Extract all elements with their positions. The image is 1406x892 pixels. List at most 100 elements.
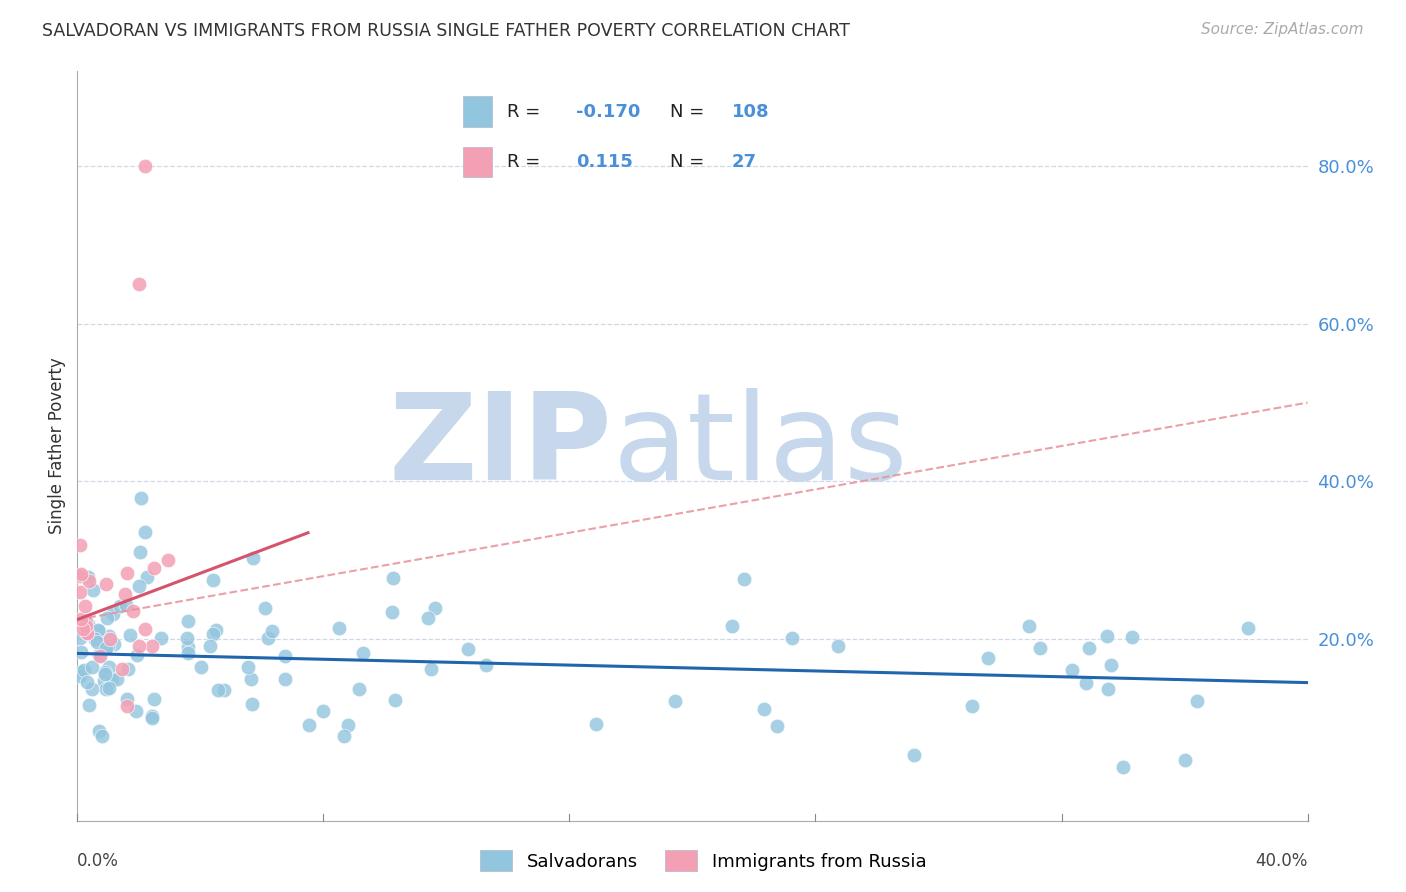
Point bbox=[176, 614, 198, 628]
Point bbox=[141, 708, 163, 723]
Point bbox=[903, 748, 925, 763]
Point bbox=[75, 615, 97, 630]
Point bbox=[176, 631, 198, 645]
Point bbox=[69, 585, 91, 599]
Point bbox=[664, 694, 686, 708]
Point bbox=[204, 623, 226, 637]
Point bbox=[118, 628, 141, 642]
Point bbox=[105, 672, 128, 686]
Point bbox=[420, 661, 443, 675]
Point bbox=[87, 648, 110, 662]
Point bbox=[827, 639, 849, 653]
Point bbox=[103, 637, 125, 651]
Text: Source: ZipAtlas.com: Source: ZipAtlas.com bbox=[1201, 22, 1364, 37]
Point bbox=[73, 663, 96, 677]
Point bbox=[274, 648, 297, 663]
Point bbox=[87, 724, 110, 739]
Point bbox=[97, 639, 120, 653]
Point bbox=[72, 622, 94, 636]
Point bbox=[69, 569, 91, 583]
Point bbox=[96, 681, 118, 696]
Point bbox=[765, 719, 787, 733]
Point bbox=[332, 729, 354, 743]
Point bbox=[77, 616, 100, 631]
Point bbox=[207, 683, 229, 698]
Point bbox=[90, 730, 112, 744]
Point bbox=[257, 631, 280, 645]
Point bbox=[1018, 619, 1040, 633]
Point bbox=[134, 525, 156, 540]
Point bbox=[352, 646, 374, 660]
Point bbox=[82, 582, 104, 597]
Point bbox=[73, 599, 96, 614]
Point bbox=[1099, 657, 1122, 672]
Point bbox=[416, 610, 439, 624]
Point bbox=[253, 600, 276, 615]
Point bbox=[201, 627, 224, 641]
Point bbox=[1078, 641, 1101, 656]
Point bbox=[150, 631, 173, 645]
Point bbox=[274, 672, 297, 686]
Point bbox=[976, 650, 998, 665]
Point bbox=[423, 601, 446, 615]
Point bbox=[780, 631, 803, 645]
Point bbox=[89, 648, 111, 663]
Point bbox=[384, 692, 406, 706]
Point bbox=[94, 577, 117, 591]
Point bbox=[198, 639, 221, 653]
Point bbox=[190, 659, 212, 673]
Point bbox=[98, 632, 121, 646]
Point bbox=[177, 646, 200, 660]
Point bbox=[143, 692, 166, 706]
Point bbox=[115, 566, 138, 580]
Text: SALVADORAN VS IMMIGRANTS FROM RUSSIA SINGLE FATHER POVERTY CORRELATION CHART: SALVADORAN VS IMMIGRANTS FROM RUSSIA SIN… bbox=[42, 22, 851, 40]
Point bbox=[262, 624, 284, 638]
Point bbox=[125, 704, 148, 718]
Point bbox=[93, 673, 115, 688]
Point bbox=[70, 612, 93, 626]
Point bbox=[134, 622, 156, 636]
Point bbox=[157, 553, 180, 567]
Point bbox=[115, 698, 138, 713]
Point bbox=[89, 624, 111, 638]
Point bbox=[337, 717, 360, 731]
Point bbox=[475, 658, 498, 673]
Point bbox=[86, 635, 108, 649]
Point bbox=[960, 699, 983, 714]
Point bbox=[117, 662, 139, 676]
Point bbox=[94, 667, 117, 681]
Point bbox=[96, 611, 118, 625]
Point bbox=[82, 660, 104, 674]
Point bbox=[754, 702, 776, 716]
Point bbox=[136, 570, 159, 584]
Point bbox=[97, 681, 120, 695]
Point bbox=[1095, 629, 1118, 643]
Point bbox=[1174, 753, 1197, 767]
Point bbox=[1097, 681, 1119, 696]
Point bbox=[69, 669, 91, 683]
Point bbox=[114, 587, 136, 601]
Point bbox=[69, 631, 91, 645]
Point bbox=[70, 566, 93, 581]
Point bbox=[177, 640, 200, 654]
Point bbox=[141, 711, 163, 725]
Point bbox=[1074, 675, 1097, 690]
Point bbox=[733, 572, 755, 586]
Point bbox=[238, 660, 260, 674]
Point bbox=[77, 570, 100, 584]
Point bbox=[69, 538, 91, 552]
Y-axis label: Single Father Poverty: Single Father Poverty bbox=[48, 358, 66, 534]
Point bbox=[381, 572, 404, 586]
Point bbox=[380, 605, 402, 619]
Text: atlas: atlas bbox=[613, 387, 908, 505]
Point bbox=[115, 598, 138, 612]
Point bbox=[98, 659, 121, 673]
Point bbox=[128, 639, 150, 653]
Point bbox=[242, 550, 264, 565]
Point bbox=[131, 491, 153, 505]
Point bbox=[111, 662, 134, 676]
Point bbox=[1236, 621, 1258, 635]
Point bbox=[128, 277, 150, 292]
Text: 40.0%: 40.0% bbox=[1256, 852, 1308, 871]
Point bbox=[77, 574, 100, 589]
